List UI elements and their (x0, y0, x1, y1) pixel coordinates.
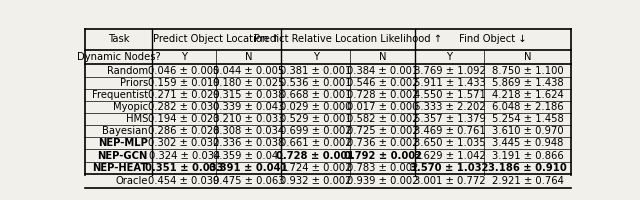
Text: 0.381 ± 0.001: 0.381 ± 0.001 (280, 66, 351, 76)
Text: Predict Relative Location Likelihood ↑: Predict Relative Location Likelihood ↑ (254, 34, 442, 44)
Text: 0.932 ± 0.002: 0.932 ± 0.002 (280, 176, 351, 186)
Text: 0.029 ± 0.000: 0.029 ± 0.000 (280, 102, 351, 112)
Text: 0.728 ± 0.001: 0.728 ± 0.001 (276, 151, 355, 161)
Text: 0.454 ± 0.039: 0.454 ± 0.039 (148, 176, 220, 186)
Text: 5.911 ± 1.433: 5.911 ± 1.433 (413, 78, 485, 88)
Text: Bayesian: Bayesian (102, 126, 148, 136)
Text: 0.728 ± 0.002: 0.728 ± 0.002 (347, 90, 419, 100)
Text: 0.044 ± 0.005: 0.044 ± 0.005 (213, 66, 284, 76)
Text: 3.191 ± 0.866: 3.191 ± 0.866 (492, 151, 563, 161)
Text: 0.194 ± 0.023: 0.194 ± 0.023 (148, 114, 220, 124)
Text: 0.661 ± 0.002: 0.661 ± 0.002 (280, 138, 351, 148)
Text: 0.384 ± 0.001: 0.384 ± 0.001 (347, 66, 418, 76)
Text: 3.629 ± 1.042: 3.629 ± 1.042 (413, 151, 485, 161)
Text: 0.210 ± 0.033: 0.210 ± 0.033 (213, 114, 284, 124)
Text: 0.271 ± 0.029: 0.271 ± 0.029 (148, 90, 220, 100)
Text: 0.582 ± 0.002: 0.582 ± 0.002 (347, 114, 419, 124)
Text: NEP-GCN: NEP-GCN (97, 151, 148, 161)
Text: 0.736 ± 0.002: 0.736 ± 0.002 (347, 138, 419, 148)
Text: 3.186 ± 0.910: 3.186 ± 0.910 (488, 163, 567, 173)
Text: 0.699 ± 0.002: 0.699 ± 0.002 (280, 126, 351, 136)
Text: 0.783 ± 0.002: 0.783 ± 0.002 (347, 163, 419, 173)
Text: Y: Y (312, 52, 319, 62)
Text: 0.724 ± 0.002: 0.724 ± 0.002 (280, 163, 351, 173)
Text: N: N (524, 52, 531, 62)
Text: 2.921 ± 0.764: 2.921 ± 0.764 (492, 176, 564, 186)
Text: 0.159 ± 0.019: 0.159 ± 0.019 (148, 78, 220, 88)
Text: 0.017 ± 0.000: 0.017 ± 0.000 (347, 102, 419, 112)
Text: 3.570 ± 1.032: 3.570 ± 1.032 (410, 163, 489, 173)
Text: 0.046 ± 0.005: 0.046 ± 0.005 (148, 66, 220, 76)
Text: Random: Random (107, 66, 148, 76)
Text: NEP-HEAT: NEP-HEAT (93, 163, 148, 173)
Text: Frequentist: Frequentist (92, 90, 148, 100)
Text: 0.536 ± 0.001: 0.536 ± 0.001 (280, 78, 351, 88)
Text: HMS: HMS (125, 114, 148, 124)
Text: NEP-MLP: NEP-MLP (98, 138, 148, 148)
Text: 0.286 ± 0.028: 0.286 ± 0.028 (148, 126, 220, 136)
Text: 6.333 ± 2.202: 6.333 ± 2.202 (413, 102, 485, 112)
Text: Y: Y (447, 52, 452, 62)
Text: 0.939 ± 0.002: 0.939 ± 0.002 (347, 176, 419, 186)
Text: 0.668 ± 0.001: 0.668 ± 0.001 (280, 90, 351, 100)
Text: 3.445 ± 0.948: 3.445 ± 0.948 (492, 138, 563, 148)
Text: Task: Task (108, 34, 129, 44)
Text: 5.254 ± 1.458: 5.254 ± 1.458 (492, 114, 563, 124)
Text: 3.650 ± 1.035: 3.650 ± 1.035 (413, 138, 485, 148)
Text: Y: Y (181, 52, 187, 62)
Text: 0.359 ± 0.041: 0.359 ± 0.041 (213, 151, 284, 161)
Text: 0.725 ± 0.002: 0.725 ± 0.002 (347, 126, 419, 136)
Text: 3.001 ± 0.772: 3.001 ± 0.772 (413, 176, 485, 186)
Text: 0.339 ± 0.043: 0.339 ± 0.043 (213, 102, 284, 112)
Text: 0.475 ± 0.063: 0.475 ± 0.063 (213, 176, 284, 186)
Text: 8.769 ± 1.092: 8.769 ± 1.092 (413, 66, 486, 76)
Text: 4.218 ± 1.624: 4.218 ± 1.624 (492, 90, 563, 100)
Text: 4.550 ± 1.571: 4.550 ± 1.571 (413, 90, 486, 100)
Text: 8.750 ± 1.100: 8.750 ± 1.100 (492, 66, 563, 76)
Text: 0.315 ± 0.038: 0.315 ± 0.038 (213, 90, 284, 100)
Text: Priors: Priors (120, 78, 148, 88)
Text: 0.792 ± 0.002: 0.792 ± 0.002 (344, 151, 422, 161)
Text: 0.324 ± 0.034: 0.324 ± 0.034 (148, 151, 220, 161)
Text: 0.308 ± 0.034: 0.308 ± 0.034 (213, 126, 284, 136)
Text: 6.048 ± 2.186: 6.048 ± 2.186 (492, 102, 563, 112)
Text: 5.357 ± 1.379: 5.357 ± 1.379 (413, 114, 486, 124)
Text: 3.610 ± 0.970: 3.610 ± 0.970 (492, 126, 563, 136)
Text: Oracle: Oracle (115, 176, 148, 186)
Text: Dynamic Nodes?: Dynamic Nodes? (77, 52, 160, 62)
Text: Predict Object Location ↑: Predict Object Location ↑ (153, 34, 280, 44)
Text: Myopic: Myopic (113, 102, 148, 112)
Text: 0.546 ± 0.002: 0.546 ± 0.002 (347, 78, 419, 88)
Text: 0.302 ± 0.032: 0.302 ± 0.032 (148, 138, 220, 148)
Text: 5.869 ± 1.438: 5.869 ± 1.438 (492, 78, 563, 88)
Text: 0.351 ± 0.033: 0.351 ± 0.033 (145, 163, 223, 173)
Text: 0.180 ± 0.025: 0.180 ± 0.025 (213, 78, 284, 88)
Text: N: N (379, 52, 387, 62)
Text: 0.529 ± 0.001: 0.529 ± 0.001 (280, 114, 351, 124)
Text: N: N (245, 52, 252, 62)
Text: 0.336 ± 0.038: 0.336 ± 0.038 (213, 138, 284, 148)
Text: Find Object ↓: Find Object ↓ (459, 34, 527, 44)
Text: 0.391 ± 0.041: 0.391 ± 0.041 (209, 163, 288, 173)
Text: 0.282 ± 0.030: 0.282 ± 0.030 (148, 102, 220, 112)
Text: 3.469 ± 0.761: 3.469 ± 0.761 (413, 126, 485, 136)
